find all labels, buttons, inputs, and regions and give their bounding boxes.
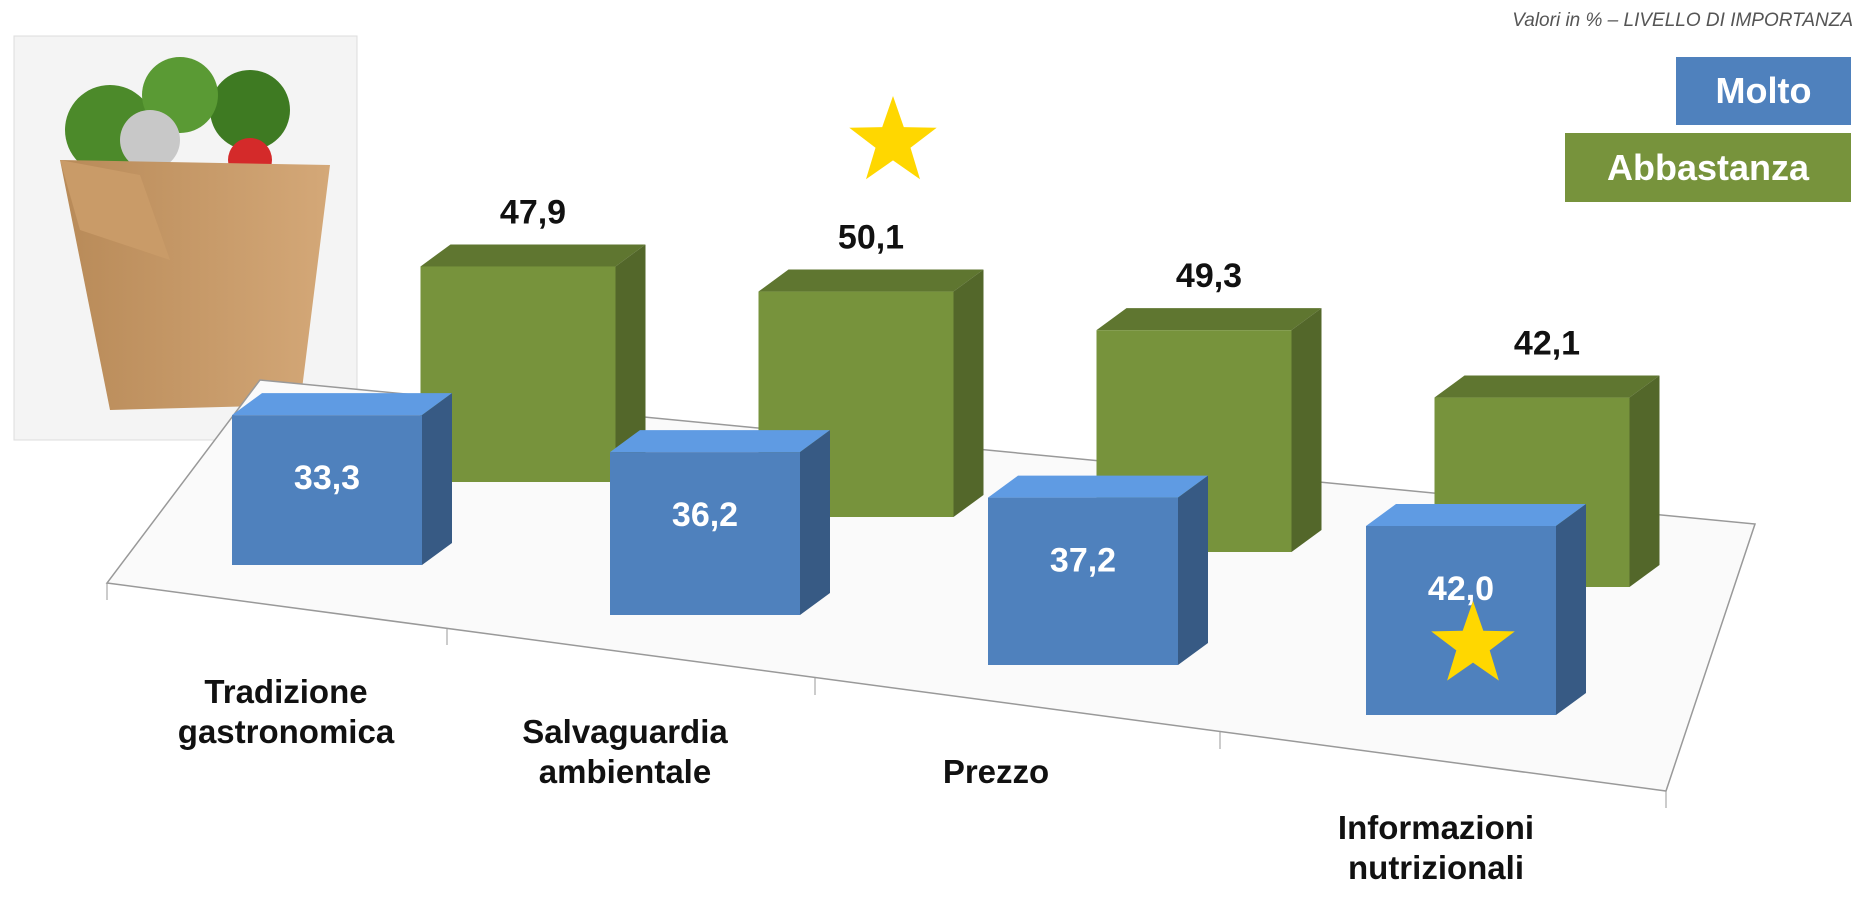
bar-top <box>610 430 830 453</box>
bar-top <box>232 393 452 416</box>
value-label: 37,2 <box>1050 542 1116 580</box>
value-label: 49,3 <box>1176 257 1242 295</box>
bar <box>610 430 830 615</box>
bar-top <box>1366 504 1586 526</box>
category-label: Tradizione gastronomica <box>177 673 395 750</box>
bar-side <box>615 244 646 482</box>
bar-top <box>1096 308 1322 331</box>
bar-top <box>988 475 1208 498</box>
value-label: 42,1 <box>1514 325 1580 363</box>
bar-front <box>232 415 422 565</box>
value-label: 47,9 <box>500 193 566 231</box>
bar <box>988 475 1208 665</box>
bar <box>1434 375 1660 587</box>
bar <box>232 393 452 565</box>
floor <box>105 379 1757 792</box>
value-label: 36,2 <box>672 496 738 534</box>
bar-front <box>610 452 800 615</box>
category-label: Salvaguardia ambientale <box>522 713 728 790</box>
bar-side <box>1629 375 1660 587</box>
subtitle: Valori in % – LIVELLO DI IMPORTANZA <box>1512 10 1853 31</box>
bar-side <box>1556 504 1586 715</box>
bar-side <box>422 393 452 565</box>
value-label: 33,3 <box>294 459 360 497</box>
bar-front <box>1366 526 1556 715</box>
bar-side <box>1291 308 1322 552</box>
value-label: 50,1 <box>838 219 904 257</box>
value-label: 42,0 <box>1428 570 1494 608</box>
bar-top <box>1434 375 1660 398</box>
grocery-image <box>13 35 358 441</box>
bar-top <box>420 244 646 267</box>
bar <box>1366 504 1586 715</box>
bar-side <box>953 269 984 517</box>
star <box>1431 601 1515 681</box>
star <box>849 96 937 180</box>
bars: 47,9 50,1 49,3 42,1 33,3 36,2 37,2 42,0 <box>232 193 1660 715</box>
bar-front <box>988 497 1178 665</box>
category-label: Informazioni nutrizionali <box>1337 809 1535 886</box>
bar-side <box>1178 475 1208 665</box>
legend-entry: Abbastanza <box>1565 133 1851 202</box>
category-label: Prezzo <box>942 753 1050 790</box>
bar <box>420 244 646 482</box>
bar-top <box>758 269 984 292</box>
bar-side <box>800 430 830 615</box>
legend-entry: Molto <box>1676 57 1851 125</box>
bar-front <box>420 266 616 482</box>
